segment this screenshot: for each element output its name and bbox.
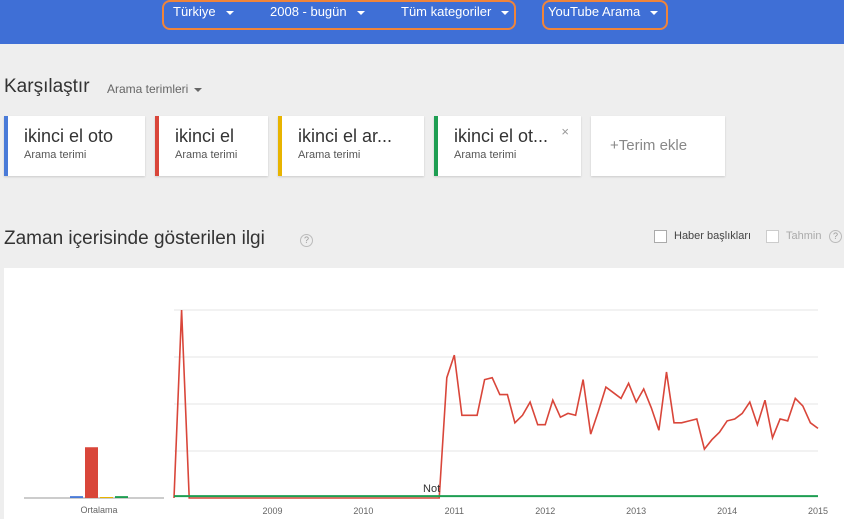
news-headlines-label: Haber başlıkları: [674, 230, 752, 242]
compare-mode-dropdown[interactable]: Arama terimleri: [107, 82, 203, 96]
chevron-down-icon: [650, 10, 659, 15]
x-tick-label: 2010: [353, 506, 373, 516]
x-tick-label: 2015: [808, 506, 828, 516]
x-tick-label: 2013: [626, 506, 646, 516]
term-name: ikinci el: [175, 126, 235, 146]
forecast-label: Tahmin: [786, 230, 822, 242]
category-dropdown[interactable]: Tüm kategoriler: [401, 4, 510, 19]
term-type: Arama terimi: [298, 149, 361, 161]
x-tick-label: 2012: [535, 506, 555, 516]
compare-mode-label: Arama terimleri: [107, 82, 189, 96]
x-tick-label: 2009: [262, 506, 282, 516]
x-tick-label: 2011: [445, 506, 464, 516]
filter-group-main: [162, 0, 516, 30]
term-card-2[interactable]: ikinci el Arama terimi: [155, 116, 268, 176]
period-dropdown[interactable]: 2008 - bugün: [270, 4, 365, 19]
region-dropdown[interactable]: Türkiye: [173, 4, 234, 19]
interest-chart-panel: Ortalama 2009 2010 2011 2012 2013 2014 2015 Not: [4, 268, 844, 519]
news-headlines-checkbox[interactable]: [654, 230, 667, 243]
term-card-4[interactable]: ikinci el ot... Arama terimi ×: [434, 116, 581, 176]
chevron-down-icon: [356, 10, 365, 15]
x-tick-label: 2014: [717, 506, 737, 516]
category-label: Tüm kategoriler: [401, 4, 492, 19]
chevron-down-icon: [501, 10, 510, 15]
region-label: Türkiye: [173, 4, 216, 19]
interest-title: Zaman içerisinde gösterilen ilgi: [4, 228, 265, 249]
compare-title: Karşılaştır: [4, 76, 90, 97]
annotation-label: Not: [423, 483, 440, 495]
search-type-dropdown[interactable]: YouTube Arama: [548, 4, 659, 19]
term-card-1[interactable]: ikinci el oto Arama terimi: [4, 116, 145, 176]
search-type-label: YouTube Arama: [548, 4, 641, 19]
period-label: 2008 - bugün: [270, 4, 347, 19]
term-type: Arama terimi: [24, 149, 87, 161]
average-bar: [100, 497, 113, 498]
average-bar: [70, 496, 83, 498]
series-line: [173, 309, 819, 499]
chevron-down-icon: [225, 10, 234, 15]
term-type: Arama terimi: [175, 149, 238, 161]
help-icon[interactable]: ?: [829, 230, 842, 243]
close-icon[interactable]: ×: [561, 124, 569, 139]
averages-label: Ortalama: [80, 505, 117, 515]
forecast-checkbox[interactable]: [766, 230, 779, 243]
filter-group-search-type: [542, 0, 668, 30]
top-bar: Türkiye 2008 - bugün Tüm kategoriler You…: [0, 0, 844, 44]
help-icon[interactable]: ?: [300, 234, 313, 247]
term-type: Arama terimi: [454, 149, 517, 161]
add-term-label: +Terim ekle: [610, 137, 688, 154]
interest-chart: Ortalama 2009 2010 2011 2012 2013 2014 2015 Not: [24, 309, 828, 516]
term-card-3[interactable]: ikinci el ar... Arama terimi: [278, 116, 424, 176]
term-name: ikinci el ar...: [298, 126, 393, 146]
chevron-down-icon: [194, 87, 203, 92]
average-bar: [85, 447, 98, 498]
add-term-button[interactable]: +Terim ekle: [591, 116, 725, 176]
term-name: ikinci el oto: [24, 126, 114, 146]
term-name: ikinci el ot...: [454, 126, 549, 146]
average-bar: [115, 496, 128, 498]
